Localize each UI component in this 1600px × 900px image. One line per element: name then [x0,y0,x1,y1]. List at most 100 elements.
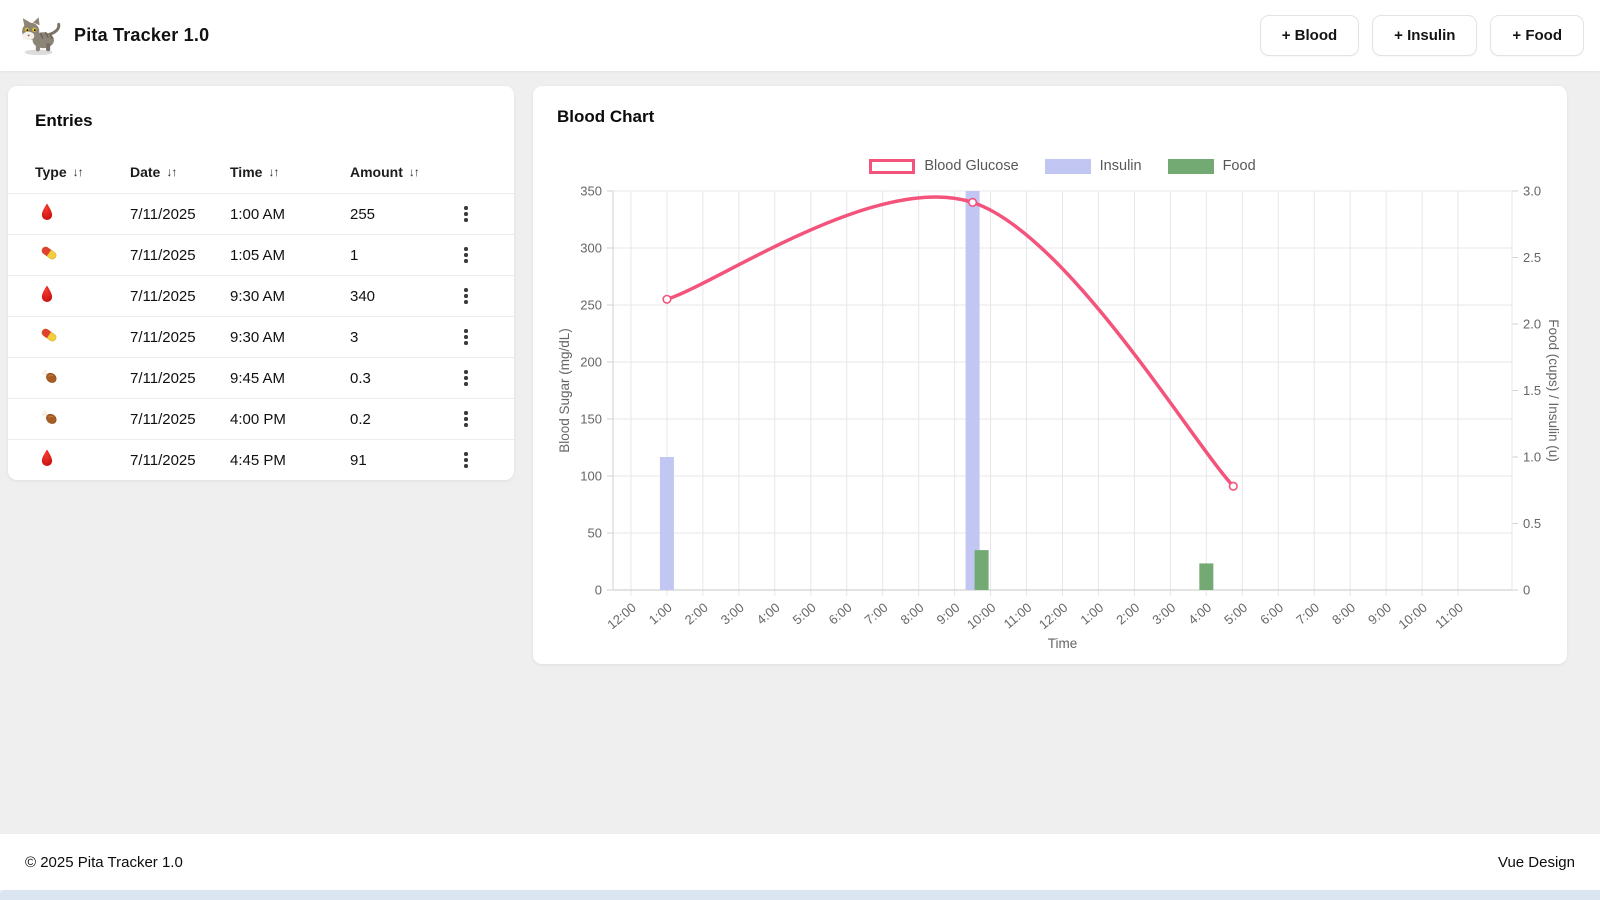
x-tick: 9:00 [934,600,963,628]
x-tick: 12:00 [604,600,639,632]
sort-icon[interactable]: ↓↑ [72,165,84,179]
y-right-tick: 1.5 [1523,383,1541,398]
entry-time: 9:45 AM [230,369,286,387]
entry-date: 7/11/2025 [130,328,196,346]
column-label: Time [230,164,263,180]
entry-time: 4:00 PM [230,410,286,428]
row-menu-kebab-icon[interactable] [458,407,474,431]
column-header-date[interactable]: Date ↓↑ [130,164,230,180]
entries-table-header: Type ↓↑ Date ↓↑ Time ↓↑ Amount ↓↑ [8,164,514,193]
blood-glucose-point[interactable] [662,294,672,304]
app-header: Pita Tracker 1.0 + Blood + Insulin + Foo… [0,0,1600,71]
x-tick: 3:00 [718,600,747,628]
y-left-tick: 300 [580,241,602,256]
food-bar[interactable] [1199,563,1214,590]
insulin-icon [40,326,58,348]
chart-legend: Blood Glucose Insulin Food [613,156,1512,176]
row-menu-kebab-icon[interactable] [458,366,474,390]
x-tick: 1:00 [1077,600,1106,628]
add-food-button[interactable]: + Food [1490,15,1584,56]
food-bar[interactable] [974,550,989,590]
entry-time: 9:30 AM [230,287,286,305]
legend-item-food[interactable]: Food [1167,158,1256,174]
x-tick: 4:00 [1185,600,1214,628]
blood-chart-canvas[interactable]: 0 50 100 150 200 250 300 350 0 0.5 1.0 1.5 2.0 2.5 3.0… [533,86,1567,664]
food-icon [40,367,58,389]
blood-glucose-point[interactable] [968,197,978,207]
blood-glucose-point[interactable] [1228,481,1238,491]
x-tick: 7:00 [862,600,891,628]
column-header-amount[interactable]: Amount ↓↑ [350,164,445,180]
table-row: 7/11/2025 1:05 AM 1 [8,234,514,275]
entries-table-body: 7/11/2025 1:00 AM 255 7/11/2025 1:05 AM 1 7/11… [8,193,514,480]
x-axis-title: Time [1048,636,1078,651]
app-title: Pita Tracker 1.0 [74,25,210,45]
entries-panel: Entries Type ↓↑ Date ↓↑ Time ↓↑ Amount ↓… [8,86,514,480]
x-tick: 11:00 [1432,600,1466,632]
legend-label: Food [1222,158,1256,174]
sort-icon[interactable]: ↓↑ [408,165,420,179]
table-row: 7/11/2025 1:00 AM 255 [8,193,514,234]
y-right-tick: 0.5 [1523,516,1541,531]
column-label: Date [130,164,161,180]
y-right-tick: 2.0 [1523,317,1541,332]
food-icon [40,408,58,430]
x-tick: 5:00 [790,600,819,628]
entry-time: 9:30 AM [230,328,286,346]
y-left-tick: 250 [580,298,602,313]
blood-icon [40,285,54,307]
row-menu-kebab-icon[interactable] [458,448,474,472]
add-insulin-button[interactable]: + Insulin [1372,15,1478,56]
legend-item-blood-glucose[interactable]: Blood Glucose [869,158,1019,174]
y-left-tick: 50 [588,526,602,541]
entry-time: 1:00 AM [230,205,286,223]
chart-title: Blood Chart [557,107,655,126]
insulin-icon [40,244,58,266]
add-blood-button[interactable]: + Blood [1259,15,1360,56]
x-tick: 6:00 [1257,600,1286,628]
footer-copyright: © 2025 Pita Tracker 1.0 [25,853,183,871]
entry-date: 7/11/2025 [130,451,196,469]
horizontal-scrollbar[interactable] [0,890,1600,900]
x-tick: 4:00 [754,600,783,628]
legend-item-insulin[interactable]: Insulin [1044,158,1142,174]
blood-glucose-line[interactable] [665,195,1236,489]
entry-date: 7/11/2025 [130,205,196,223]
y-left-tick: 0 [595,583,602,598]
column-header-time[interactable]: Time ↓↑ [230,164,350,180]
sort-icon[interactable]: ↓↑ [268,165,279,179]
entry-date: 7/11/2025 [130,369,196,387]
insulin-swatch-icon [1044,158,1091,174]
x-tick: 10:00 [964,600,999,632]
entry-amount: 91 [350,451,367,469]
x-tick: 12:00 [1036,600,1071,632]
blood-glucose-swatch-icon [869,158,916,174]
footer-credit: Vue Design [1498,853,1575,871]
table-row: 7/11/2025 9:45 AM 0.3 [8,357,514,398]
row-menu-kebab-icon[interactable] [458,325,474,349]
row-menu-kebab-icon[interactable] [458,284,474,308]
y-right-tick: 2.5 [1523,250,1541,265]
entry-date: 7/11/2025 [130,246,196,264]
x-tick: 3:00 [1149,600,1178,628]
food-swatch-icon [1167,158,1214,174]
row-menu-kebab-icon[interactable] [458,202,474,226]
x-tick: 8:00 [1329,600,1358,628]
sort-icon[interactable]: ↓↑ [166,165,177,179]
entry-amount: 3 [350,328,359,346]
entry-amount: 0.3 [350,369,371,387]
x-tick: 11:00 [1001,600,1035,632]
x-tick: 8:00 [898,600,927,628]
blood-icon [40,449,54,471]
entry-date: 7/11/2025 [130,287,196,305]
entry-time: 4:45 PM [230,451,286,469]
legend-label: Insulin [1099,158,1142,174]
insulin-bar[interactable] [965,191,980,590]
entry-amount: 0.2 [350,410,371,428]
column-header-type[interactable]: Type ↓↑ [35,164,130,180]
entries-title: Entries [35,111,93,130]
column-label: Amount [350,164,403,180]
row-menu-kebab-icon[interactable] [458,243,474,267]
legend-label: Blood Glucose [924,158,1019,174]
insulin-bar[interactable] [659,457,674,590]
